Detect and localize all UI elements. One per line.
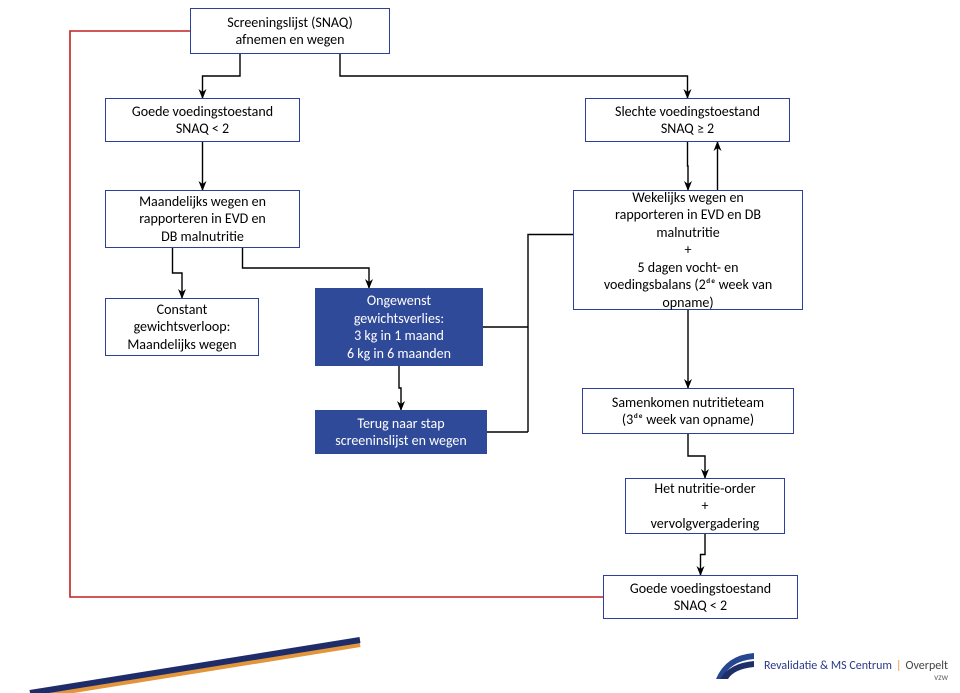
node-maand: Maandelijks wegen enrapporteren in EVD e… — [105, 190, 300, 248]
logo-text: Revalidatie & MS Centrum|Overpelt vzw — [764, 660, 948, 683]
node-order: Het nutritie-order+vervolgvergadering — [625, 478, 785, 534]
node-terug: Terug naar stapscreeninslijst en wegen — [315, 410, 487, 454]
node-label: Het nutritie-order+vervolgvergadering — [651, 480, 760, 533]
node-label: Goede voedingstoestandSNAQ < 2 — [630, 580, 771, 615]
node-label: Goede voedingstoestandSNAQ < 2 — [132, 103, 273, 138]
node-label: Samenkomen nutritieteam(3ᵈᵉ week van opn… — [612, 394, 764, 429]
node-goed2: Goede voedingstoestandSNAQ < 2 — [603, 575, 798, 619]
node-label: Screeningslijst (SNAQ)afnemen en wegen — [227, 14, 352, 49]
node-label: Ongewenstgewichtsverlies:3 kg in 1 maand… — [347, 292, 451, 362]
node-wekelijks: Wekelijks wegen enrapporteren in EVD en … — [573, 190, 803, 310]
node-goed: Goede voedingstoestandSNAQ < 2 — [105, 98, 300, 142]
node-label: Slechte voedingstoestandSNAQ ≥ 2 — [615, 103, 760, 138]
node-label: Constantgewichtsverloop:Maandelijks wege… — [127, 301, 236, 354]
node-label: Maandelijks wegen enrapporteren in EVD e… — [139, 193, 266, 246]
node-ongewenst: Ongewenstgewichtsverlies:3 kg in 1 maand… — [315, 288, 483, 366]
node-label: Wekelijks wegen enrapporteren in EVD en … — [604, 189, 772, 312]
logo-right: Overpelt — [906, 659, 948, 673]
logo-main: Revalidatie & MS Centrum — [764, 659, 892, 673]
logo-mark-icon — [714, 649, 756, 683]
logo-sub: vzw — [764, 673, 948, 683]
node-slecht: Slechte voedingstoestandSNAQ ≥ 2 — [585, 98, 790, 142]
node-screening: Screeningslijst (SNAQ)afnemen en wegen — [190, 8, 390, 54]
node-samenkomen: Samenkomen nutritieteam(3ᵈᵉ week van opn… — [582, 388, 794, 434]
node-label: Terug naar stapscreeninslijst en wegen — [335, 415, 467, 450]
node-constant: Constantgewichtsverloop:Maandelijks wege… — [105, 298, 259, 356]
footer-logo: Revalidatie & MS Centrum|Overpelt vzw — [714, 649, 948, 683]
